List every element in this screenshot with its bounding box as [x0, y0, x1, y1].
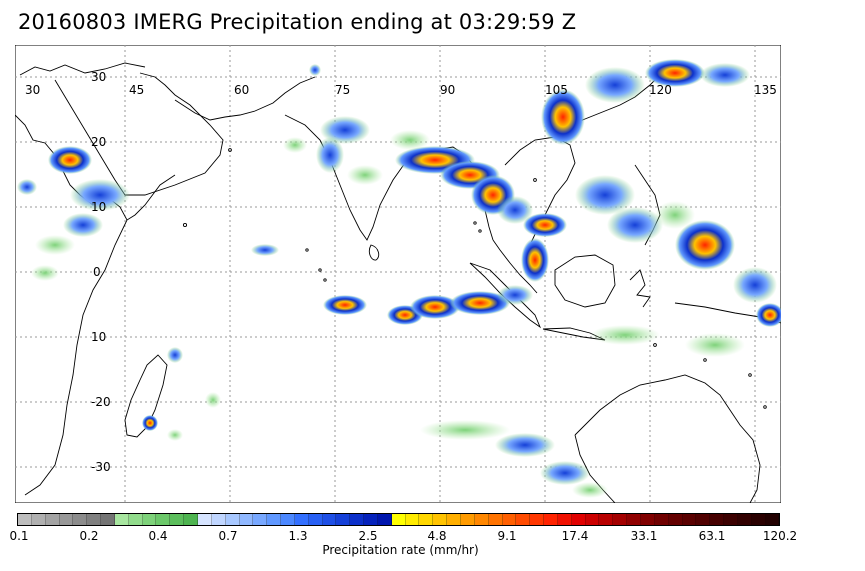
colorbar-swatch: [433, 514, 448, 525]
latitude-label: -20: [91, 395, 111, 409]
colorbar-tick-label: 0.7: [218, 529, 238, 543]
colorbar-swatch: [18, 514, 32, 525]
colorbar-tick-label: 120.2: [762, 529, 798, 543]
colorbar-swatch: [751, 514, 766, 525]
map-frame: [15, 45, 781, 503]
colorbar-tick-label: 0.1: [9, 529, 29, 543]
colorbar-tick-label: 63.1: [698, 529, 726, 543]
colorbar-swatch: [322, 514, 337, 525]
colorbar-swatch: [640, 514, 655, 525]
colorbar-tick-label: 9.1: [497, 529, 517, 543]
colorbar-swatch: [101, 514, 115, 525]
colorbar-swatch: [557, 514, 572, 525]
colorbar-swatch: [225, 514, 240, 525]
colorbar-swatch: [571, 514, 586, 525]
longitude-labels: 30 45 60 75 90 105 120 135: [25, 83, 777, 97]
colorbar-swatch: [599, 514, 614, 525]
colorbar-swatch: [682, 514, 697, 525]
longitude-label: 75: [335, 83, 350, 97]
colorbar-swatch: [350, 514, 365, 525]
colorbar-swatch: [654, 514, 669, 525]
colorbar-swatch: [239, 514, 254, 525]
colorbar-swatch: [142, 514, 157, 525]
longitude-label: 120: [649, 83, 672, 97]
longitude-label: 90: [440, 83, 455, 97]
colorbar-swatch: [128, 514, 143, 525]
longitude-label: 30: [25, 83, 40, 97]
colorbar-swatch: [668, 514, 683, 525]
latitude-labels: 30 20 10 0 10 -20 -30: [91, 70, 111, 474]
colorbar-swatch: [544, 514, 558, 525]
colorbar-swatch: [114, 514, 129, 525]
colorbar-swatch: [336, 514, 351, 525]
map-title: 20160803 IMERG Precipitation ending at 0…: [18, 10, 577, 34]
latitude-label: 10: [91, 200, 106, 214]
precipitation-overlay: [17, 59, 781, 498]
latitude-label: 10: [91, 330, 106, 344]
colorbar-swatch: [765, 514, 780, 525]
latitude-label: 20: [91, 135, 106, 149]
colorbar-swatch: [502, 514, 517, 525]
colorbar-swatch: [364, 514, 378, 525]
colorbar-swatch: [461, 514, 475, 525]
colorbar-swatch: [627, 514, 641, 525]
colorbar-swatch: [530, 514, 545, 525]
colorbar-swatch: [488, 514, 503, 525]
colorbar-tick-label: 2.5: [358, 529, 378, 543]
colorbar-label-row: Precipitation rate (mm/hr): [0, 543, 865, 557]
colorbar-swatch: [211, 514, 226, 525]
coastlines: [15, 62, 781, 503]
colorbar-swatch: [87, 514, 102, 525]
colorbar-swatch: [197, 514, 212, 525]
colorbar-swatch: [281, 514, 295, 525]
colorbar-tick-labels: 0.1 0.2 0.4 0.7 1.3 2.5 4.8 9.1 17.4 33.1 63.1 120.…: [0, 529, 865, 545]
colorbar-swatch: [419, 514, 434, 525]
colorbar-swatch: [710, 514, 725, 525]
colorbar-tick-label: 0.2: [79, 529, 99, 543]
longitude-label: 105: [545, 83, 568, 97]
colorbar-swatch: [253, 514, 268, 525]
colorbar-swatch: [184, 514, 198, 525]
longitude-label: 60: [234, 83, 249, 97]
colorbar-tick-label: 17.4: [561, 529, 589, 543]
colorbar-swatch: [156, 514, 171, 525]
colorbar-tick-label: 0.4: [148, 529, 168, 543]
colorbar-swatch: [516, 514, 531, 525]
latitude-label: -30: [91, 460, 111, 474]
colorbar-swatch: [377, 514, 392, 525]
longitude-label: 45: [129, 83, 144, 97]
colorbar-swatch: [474, 514, 489, 525]
colorbar-swatch: [45, 514, 60, 525]
colorbar-swatch: [696, 514, 711, 525]
colorbar-swatch: [308, 514, 323, 525]
colorbar-swatch: [59, 514, 74, 525]
colorbar-swatch: [613, 514, 628, 525]
colorbar-swatch: [585, 514, 600, 525]
colorbar-swatch: [405, 514, 420, 525]
colorbar-tick-label: 33.1: [630, 529, 658, 543]
colorbar-swatch: [737, 514, 752, 525]
colorbar-label: Precipitation rate (mm/hr): [322, 543, 479, 557]
colorbar-tick-label: 4.8: [427, 529, 447, 543]
colorbar: [17, 513, 780, 526]
colorbar-swatch: [170, 514, 185, 525]
colorbar-tick-label: 1.3: [288, 529, 308, 543]
colorbar-swatch: [31, 514, 46, 525]
colorbar-swatch: [724, 514, 738, 525]
colorbar-swatch: [73, 514, 88, 525]
precipitation-map: 30 45 60 75 90 105 120 135 30 20 10 0 10 -20 -30: [15, 45, 781, 503]
colorbar-swatch: [391, 514, 406, 525]
colorbar-swatch: [267, 514, 282, 525]
colorbar-swatch: [294, 514, 309, 525]
latitude-label: 30: [91, 70, 106, 84]
latitude-label: 0: [93, 265, 101, 279]
longitude-label: 135: [754, 83, 777, 97]
colorbar-swatch: [447, 514, 461, 525]
